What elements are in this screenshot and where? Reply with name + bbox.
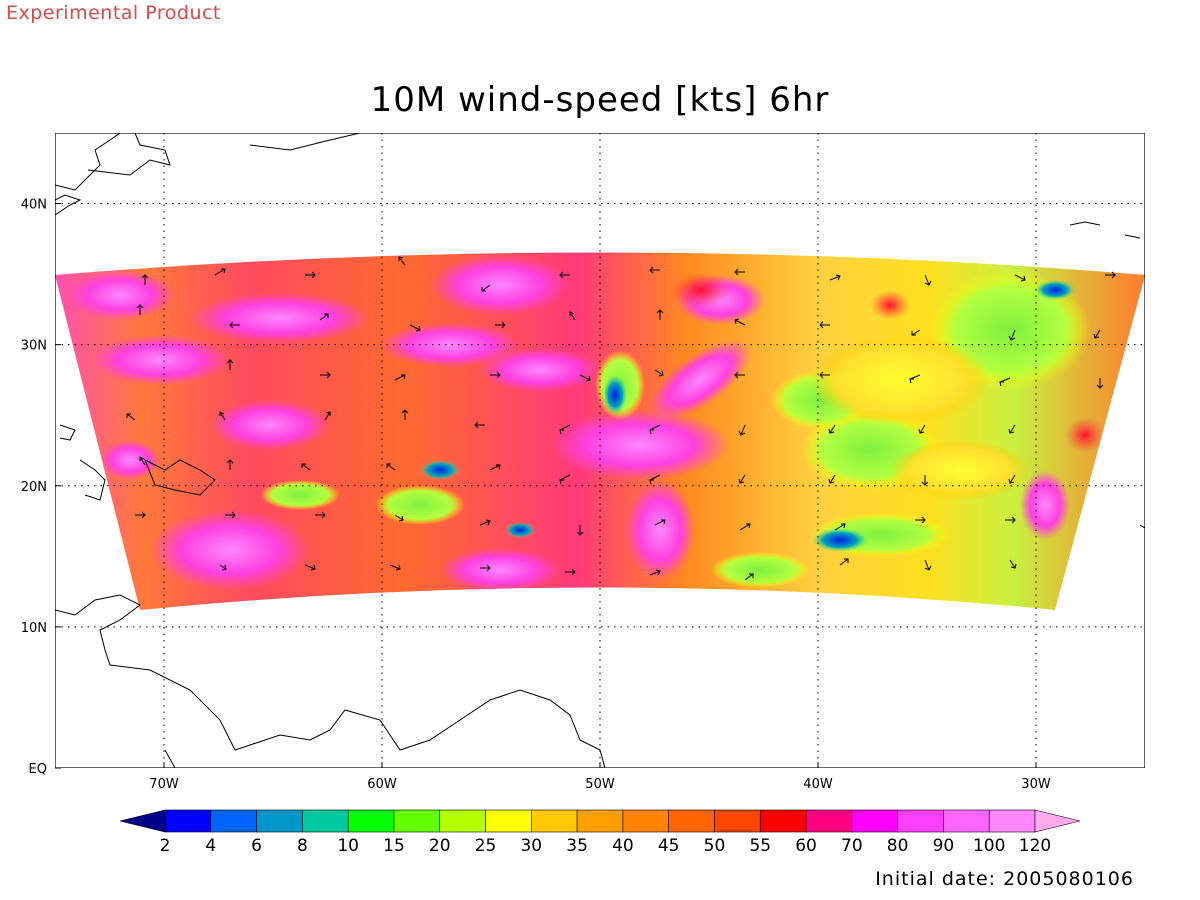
colorbar-label-7: 25 <box>475 836 497 856</box>
colorbar-swatch-1 <box>210 809 257 833</box>
colorbar-swatch-3 <box>302 809 349 833</box>
colorbar-label-3: 8 <box>297 836 308 856</box>
colorbar-swatch-11 <box>668 809 715 833</box>
colorbar-label-19: 120 <box>1019 836 1051 856</box>
colorbar-swatch-4 <box>347 809 395 833</box>
tick-label-lat-4: 40N <box>21 198 47 213</box>
colorbar-label-4: 10 <box>337 836 359 856</box>
wind-speed-field <box>55 252 1145 610</box>
coastlines <box>55 133 1145 768</box>
tick-label-lon-3: 40W <box>803 777 833 792</box>
colorbar-swatch-5 <box>393 809 441 833</box>
product-label: Experimental Product <box>6 2 221 24</box>
colorbar-low-arrow <box>119 809 166 833</box>
colorbar-label-9: 35 <box>566 836 588 856</box>
colorbar-label-12: 50 <box>704 836 726 856</box>
colorbar-label-2: 6 <box>251 836 262 856</box>
colorbar-label-5: 15 <box>383 836 405 856</box>
colorbar-label-0: 2 <box>160 836 171 856</box>
colorbar-swatch-14 <box>805 809 853 833</box>
colorbar-swatch-0 <box>164 809 212 833</box>
colorbar-swatch-16 <box>897 809 944 833</box>
tick-label-lon-4: 30W <box>1021 777 1051 792</box>
wind-vectors <box>126 256 1116 581</box>
colorbar-label-13: 55 <box>749 836 771 856</box>
colorbar-label-18: 100 <box>973 836 1005 856</box>
tick-label-lat-2: 20N <box>21 480 47 495</box>
colorbar-swatch-15 <box>851 809 898 833</box>
map-title: 10M wind-speed [kts] 6hr <box>370 80 830 120</box>
tick-label-lat-0: EQ <box>29 762 47 777</box>
colorbar-label-1: 4 <box>205 836 216 856</box>
colorbar-swatch-2 <box>256 809 303 833</box>
colorbar-label-17: 90 <box>933 836 955 856</box>
colorbar-swatch-7 <box>485 809 532 833</box>
tick-label-lon-2: 50W <box>585 777 615 792</box>
axis-tick-labels: 70W 60W 50W 40W 30W EQ 10N 20N 30N 40N <box>21 198 1051 792</box>
colorbar-swatch-9 <box>576 809 624 833</box>
colorbar-swatch-6 <box>439 809 486 833</box>
colorbar-label-14: 60 <box>795 836 817 856</box>
colorbar-swatch-17 <box>943 809 990 833</box>
tick-label-lat-3: 30N <box>21 339 47 354</box>
colorbar-swatch-18 <box>988 809 1036 833</box>
colorbar-label-10: 40 <box>612 836 634 856</box>
tick-label-lat-1: 10N <box>21 621 47 636</box>
colorbar-label-15: 70 <box>841 836 863 856</box>
tick-label-lon-1: 60W <box>367 777 397 792</box>
initial-date-label: Initial date: 2005080106 <box>875 868 1134 890</box>
colorbar-label-16: 80 <box>887 836 909 856</box>
colorbar-label-11: 45 <box>658 836 680 856</box>
colorbar-label-8: 30 <box>520 836 542 856</box>
colorbar: 2 4 6 8 10 15 20 25 30 35 40 45 50 55 60 70 80 90 100 120 <box>119 809 1081 856</box>
colorbar-swatch-8 <box>531 809 578 833</box>
colorbar-swatch-10 <box>622 809 669 833</box>
tick-label-lon-0: 70W <box>149 777 179 792</box>
colorbar-label-6: 20 <box>429 836 451 856</box>
colorbar-swatch-13 <box>759 809 807 833</box>
colorbar-high-arrow <box>1034 809 1081 833</box>
colorbar-swatch-12 <box>714 809 761 833</box>
